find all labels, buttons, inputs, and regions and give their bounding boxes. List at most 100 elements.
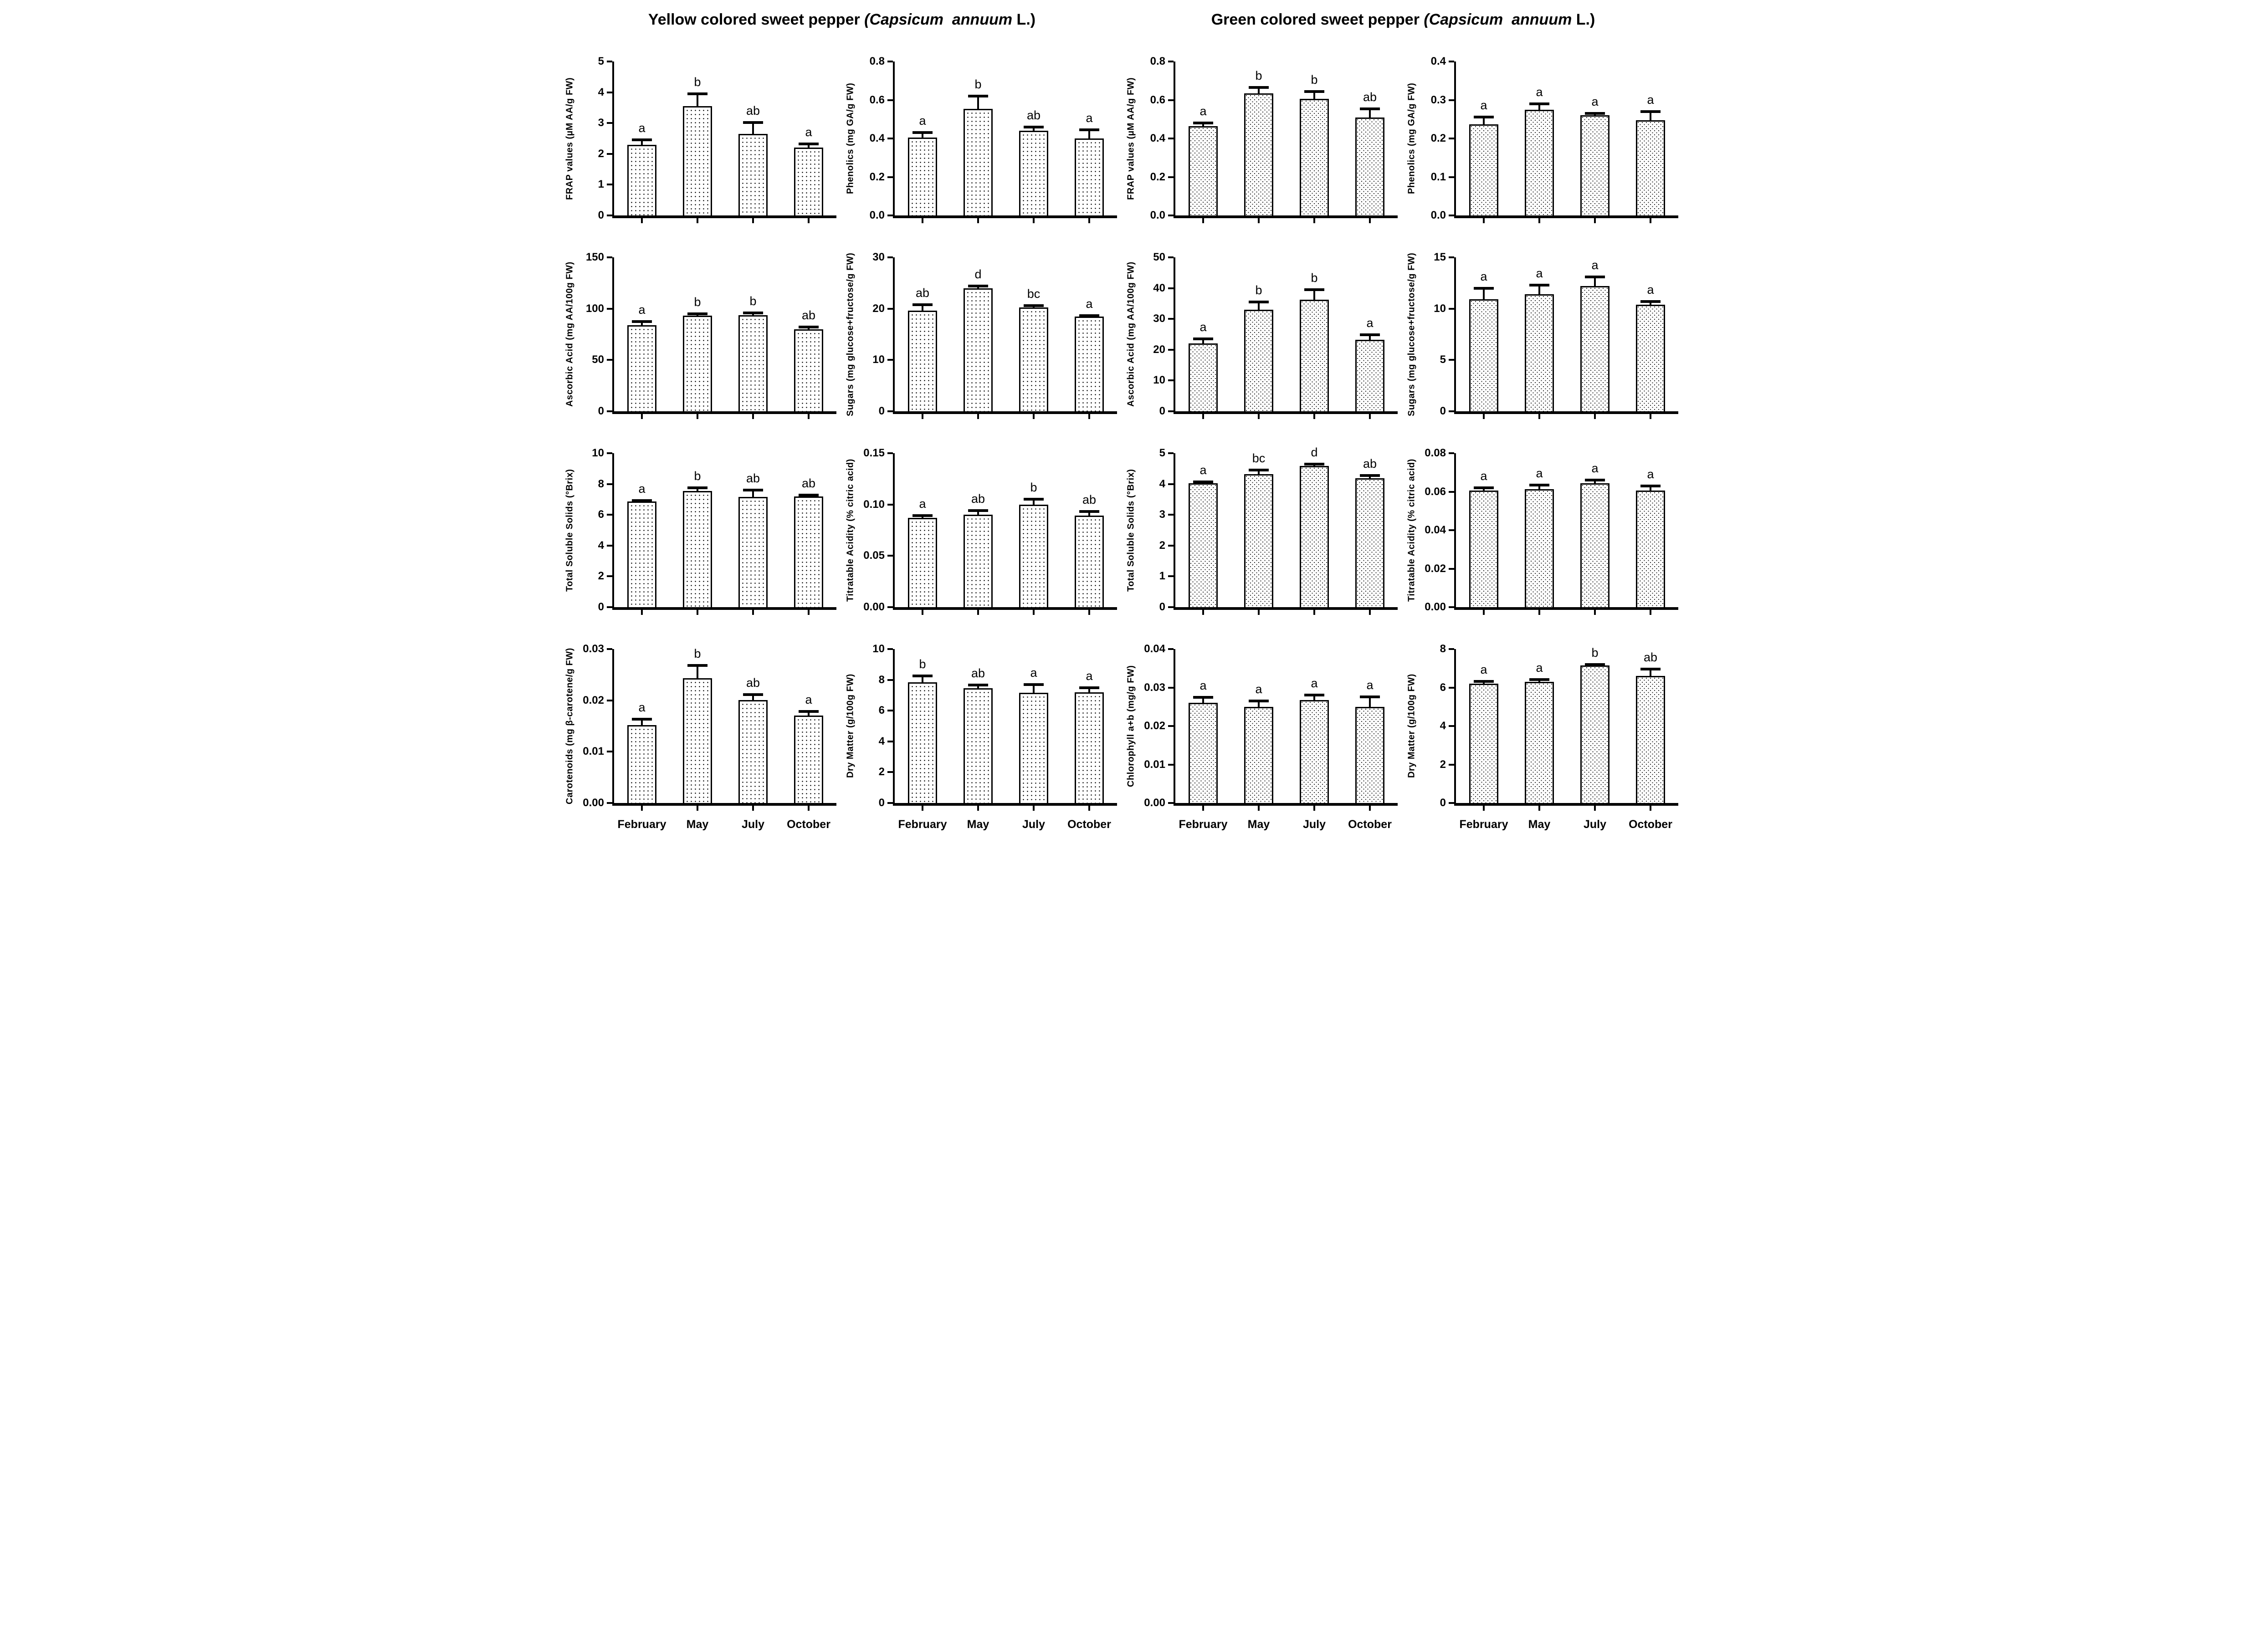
x-axis-tick bbox=[1650, 610, 1651, 615]
significance-letter: a bbox=[1311, 676, 1318, 690]
y-axis-tick-label: 0.00 bbox=[1144, 797, 1165, 809]
bar-group-july: a July bbox=[1006, 649, 1061, 831]
y-axis-tick-label: 0 bbox=[598, 209, 604, 221]
significance-letter: a bbox=[805, 693, 812, 707]
y-axis-tick-label: 0.00 bbox=[1425, 601, 1446, 613]
y-axis-tick-label: 0.4 bbox=[1430, 55, 1446, 67]
x-axis-tick bbox=[641, 414, 643, 419]
y-axis-tick bbox=[1449, 307, 1454, 310]
x-axis-tick bbox=[1258, 610, 1260, 615]
significance-letter: a bbox=[1086, 297, 1093, 311]
y-axis-tick-label: 3 bbox=[1159, 508, 1165, 521]
y-axis-tick-label: 0.02 bbox=[1144, 720, 1165, 732]
y-axis-tick bbox=[607, 575, 612, 578]
error-bar-stem bbox=[1483, 488, 1485, 492]
bar-group-july: a July bbox=[1287, 649, 1342, 831]
y-axis-tick-label: 30 bbox=[872, 251, 885, 263]
bar bbox=[794, 148, 823, 215]
error-bar-cap bbox=[1193, 338, 1213, 341]
bar bbox=[908, 137, 937, 215]
y-axis-tick bbox=[887, 99, 893, 101]
y-axis-tick bbox=[887, 679, 893, 681]
bar-group-february: a bbox=[1175, 453, 1231, 615]
bar bbox=[1580, 115, 1609, 215]
bar-group-july: b bbox=[1287, 61, 1342, 223]
x-axis-tick bbox=[1202, 218, 1204, 223]
error-bar-cap bbox=[743, 121, 763, 124]
error-bar-cap bbox=[1585, 479, 1605, 482]
x-axis-tick bbox=[1033, 806, 1035, 811]
x-axis-tick bbox=[1313, 218, 1315, 223]
error-bar-stem bbox=[1483, 681, 1485, 685]
error-bar-cap bbox=[1249, 469, 1269, 472]
x-axis-tick bbox=[922, 806, 923, 811]
bar-group-may: ab May bbox=[950, 649, 1006, 831]
x-axis-tick bbox=[1313, 806, 1315, 811]
significance-letter: a bbox=[1086, 111, 1093, 125]
y-axis-tick-label: 4 bbox=[1159, 477, 1165, 490]
y-axis-tick bbox=[607, 648, 612, 650]
y-axis-tick bbox=[887, 802, 893, 804]
error-bar-cap bbox=[1079, 128, 1099, 131]
bar bbox=[1355, 117, 1384, 215]
error-bar-cap bbox=[1640, 668, 1661, 671]
significance-letter: b bbox=[1255, 69, 1262, 83]
y-axis-tick-label: 0 bbox=[1440, 797, 1446, 809]
bar-group-february: a February bbox=[614, 649, 670, 831]
y-axis-tick bbox=[887, 359, 893, 361]
yellow-sugars-chart: Sugars (mg glucose+fructose/g FW) 0 10 20 30… bbox=[842, 237, 1122, 433]
bar-group-october: ab bbox=[1061, 453, 1117, 615]
bar bbox=[1636, 304, 1665, 411]
y-axis-tick-label: 10 bbox=[872, 643, 885, 655]
error-bar-stem bbox=[697, 313, 698, 317]
y-axis-tick-label: 0.8 bbox=[869, 55, 885, 67]
bar-group-february: a bbox=[1456, 453, 1512, 615]
bar bbox=[683, 106, 712, 215]
error-bar-cap bbox=[1529, 102, 1549, 105]
y-axis-tick bbox=[887, 215, 893, 216]
significance-letter: ab bbox=[801, 308, 816, 322]
bar-group-october: a bbox=[1061, 257, 1117, 419]
y-axis-tick-label: 0.0 bbox=[1430, 209, 1446, 221]
significance-letter: a bbox=[1480, 98, 1487, 112]
y-axis-tick bbox=[1168, 318, 1174, 320]
error-bar-cap bbox=[1360, 333, 1380, 337]
y-axis-tick bbox=[1168, 544, 1174, 547]
significance-letter: a bbox=[1591, 258, 1599, 272]
y-axis-tick-label: 1 bbox=[598, 178, 604, 191]
y-axis-tick-label: 10 bbox=[1153, 374, 1165, 387]
error-bar-stem bbox=[977, 286, 979, 289]
y-axis-tick-label: 0.04 bbox=[1425, 524, 1446, 536]
y-axis-tick bbox=[1449, 452, 1454, 454]
y-axis-tick bbox=[1168, 802, 1174, 804]
green-pepper-title: Green colored sweet pepper (Capsicum ann… bbox=[1122, 5, 1684, 41]
error-bar-stem bbox=[1088, 511, 1090, 517]
significance-letter: ab bbox=[746, 471, 760, 486]
y-axis-tick-label: 0.15 bbox=[863, 447, 885, 459]
y-axis-tick-label: 0.05 bbox=[863, 549, 885, 562]
error-bar-cap bbox=[687, 486, 707, 490]
green-chlorophyll-chart: Chlorophyll a+b (mg/g FW) 0.00 0.01 0.02 0.0… bbox=[1122, 629, 1403, 846]
y-axis-tick bbox=[887, 138, 893, 139]
error-bar-stem bbox=[1538, 485, 1540, 491]
error-bar-cap bbox=[1193, 696, 1213, 699]
y-axis-tick bbox=[607, 544, 612, 547]
y-axis-tick-label: 0.01 bbox=[1144, 758, 1165, 771]
y-axis-tick bbox=[887, 410, 893, 412]
y-axis-tick bbox=[887, 307, 893, 310]
y-axis-tick bbox=[1168, 410, 1174, 412]
bar-group-july: b bbox=[725, 257, 781, 419]
bar bbox=[964, 288, 993, 411]
error-bar-stem bbox=[1483, 288, 1485, 301]
green-ascorbic-acid-chart: Ascorbic Acid (mg AA/100g FW) 0 10 20 30 40 50… bbox=[1122, 237, 1403, 433]
bar bbox=[908, 517, 937, 607]
y-axis-tick bbox=[887, 555, 893, 557]
y-axis-tick-label: 0.6 bbox=[869, 93, 885, 106]
error-bar-stem bbox=[752, 695, 754, 701]
y-axis-tick bbox=[1168, 575, 1174, 578]
bar bbox=[908, 311, 937, 411]
x-axis-tick bbox=[1369, 610, 1371, 615]
bar bbox=[1580, 286, 1609, 411]
bar bbox=[1244, 93, 1273, 215]
significance-letter: a bbox=[1199, 320, 1207, 334]
